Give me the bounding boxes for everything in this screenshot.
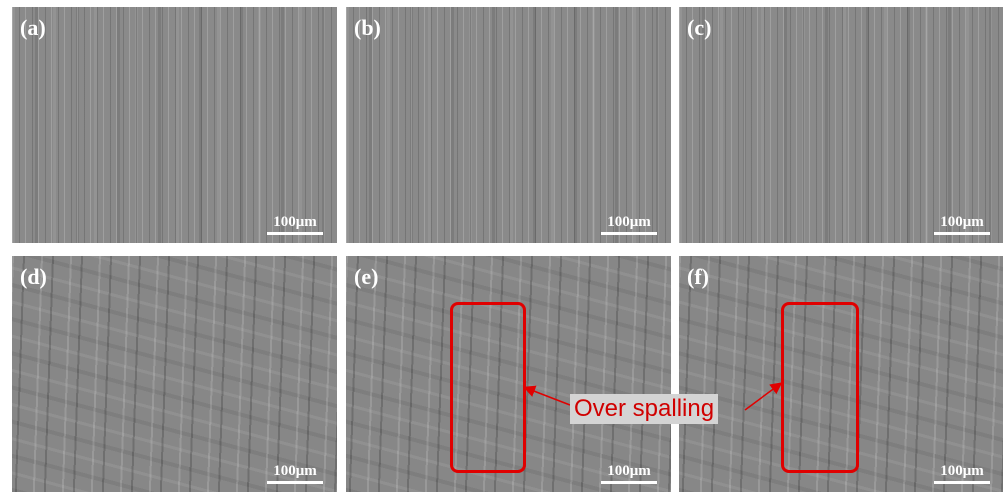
arrows [0,0,1003,494]
figure: (a)100μm(b)100μm(c)100μm(d)100μm(e)100μm… [0,0,1003,494]
annotation: Over spalling [570,394,718,424]
arrow [526,388,570,405]
arrow [745,384,780,410]
